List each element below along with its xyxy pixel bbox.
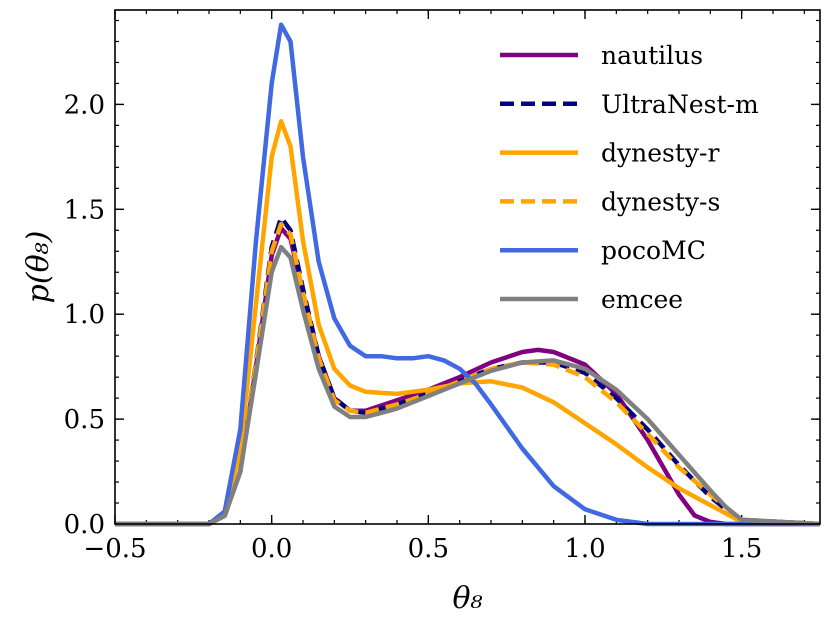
legend-label: emcee xyxy=(601,285,683,314)
legend-label: UltraNest-m xyxy=(601,90,759,119)
x-tick-label: 0.0 xyxy=(251,534,292,564)
y-tick-label: 1.5 xyxy=(64,195,105,225)
y-tick-label: 2.0 xyxy=(64,90,105,120)
series-line-dynesty-r xyxy=(115,118,821,527)
plot-frame xyxy=(114,9,821,525)
series-lines xyxy=(115,22,821,527)
x-tick-label: 1.5 xyxy=(721,534,762,564)
y-tick-label: 0.5 xyxy=(64,405,105,435)
legend-label: dynesty-r xyxy=(601,139,719,168)
major-ticks xyxy=(114,10,820,525)
x-axis-label: θ₈ xyxy=(452,581,482,616)
legend-label: pocoMC xyxy=(601,236,706,265)
y-axis-label: p(θ₈) xyxy=(21,231,56,304)
legend: nautilus UltraNest-m dynesty-r dynesty-s poc… xyxy=(500,41,759,314)
x-tick-label: 1.0 xyxy=(564,534,605,564)
series-line-ultranest-m xyxy=(115,215,821,527)
y-tick-label: 0.0 xyxy=(64,510,105,540)
minor-ticks xyxy=(114,10,820,525)
y-tick-label: 1.0 xyxy=(64,300,105,330)
legend-label: dynesty-s xyxy=(601,187,720,216)
legend-label: nautilus xyxy=(601,41,703,70)
x-tick-label: 0.5 xyxy=(408,534,449,564)
series-line-emcee xyxy=(115,244,821,527)
series-line-pocomc xyxy=(115,22,820,527)
x-tick-labels: −0.5 0.0 0.5 1.0 1.5 xyxy=(83,534,762,564)
y-tick-labels: 0.0 0.5 1.0 1.5 2.0 xyxy=(64,90,105,540)
x-tick-label: −0.5 xyxy=(83,534,146,564)
